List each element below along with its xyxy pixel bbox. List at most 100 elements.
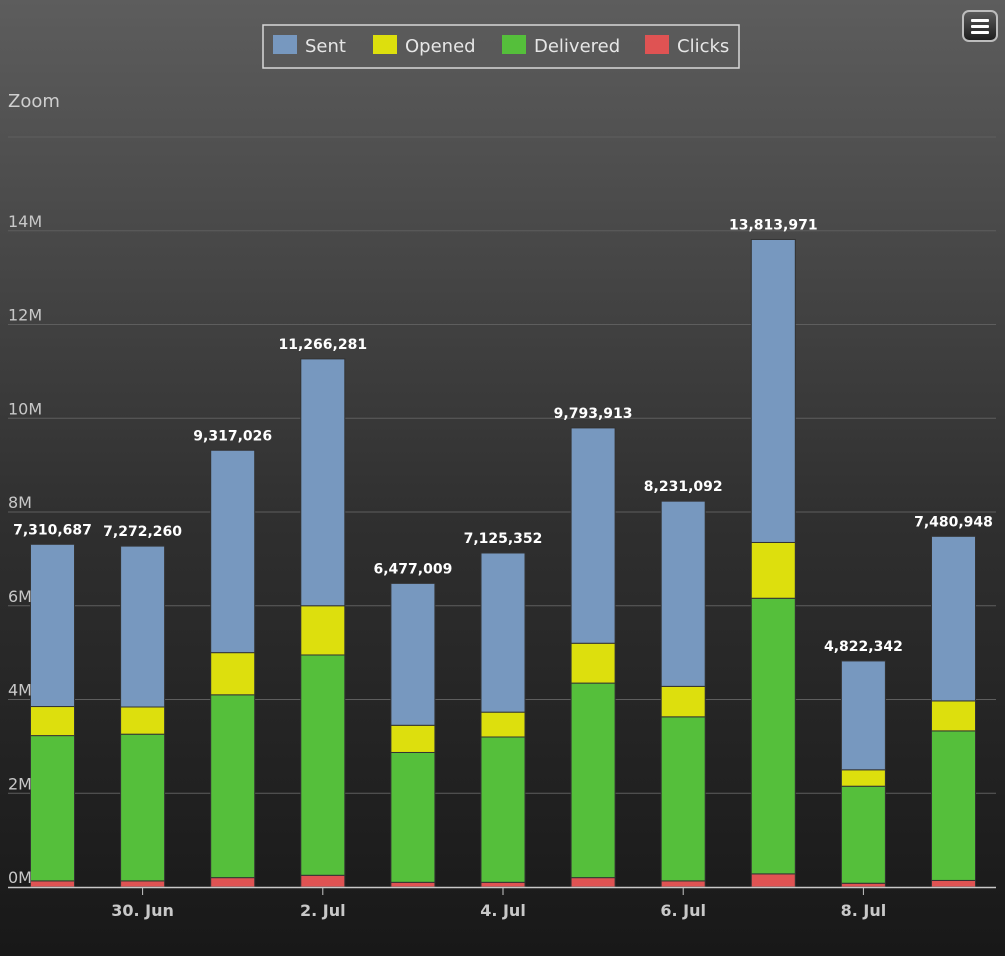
y-tick-label: 12M [8, 306, 42, 325]
y-tick-label: 10M [8, 399, 42, 418]
y-axis: 0M 2M 4M 6M 8M 10M 12M 14M [8, 212, 42, 887]
hamburger-menu-icon [971, 19, 989, 22]
bar-stack[interactable] [570, 427, 616, 888]
legend: Sent Opened Delivered Clicks [262, 24, 740, 69]
bar-sent[interactable] [931, 535, 976, 702]
legend-label: Opened [405, 36, 476, 57]
bar-opened[interactable] [660, 685, 706, 718]
y-tick-label: 2M [8, 774, 32, 793]
total-data-label: 7,480,948 [914, 514, 993, 530]
bar-clicks[interactable] [570, 877, 616, 888]
legend-label: Clicks [677, 36, 729, 57]
bar-sent[interactable] [300, 358, 346, 607]
total-data-label: 7,272,260 [103, 524, 182, 540]
bar-opened[interactable] [570, 642, 616, 684]
total-data-label: 11,266,281 [279, 337, 368, 353]
bar-series [30, 238, 976, 888]
legend-item-sent[interactable]: Sent [273, 35, 346, 57]
x-tick-label: 4. Jul [480, 901, 526, 920]
bar-clicks[interactable] [210, 877, 256, 888]
bar-delivered[interactable] [390, 751, 436, 883]
x-tick-label: 8. Jul [841, 901, 887, 920]
bar-clicks[interactable] [840, 882, 886, 888]
bar-clicks[interactable] [660, 880, 706, 888]
bar-stack[interactable] [480, 552, 526, 888]
bar-clicks[interactable] [390, 881, 436, 888]
total-data-label: 4,822,342 [824, 639, 903, 655]
context-menu-button[interactable] [962, 10, 998, 42]
x-tick-label: 6. Jul [660, 901, 706, 920]
total-data-label: 13,813,971 [729, 217, 818, 233]
bar-clicks[interactable] [300, 874, 346, 888]
bar-delivered[interactable] [30, 735, 75, 882]
bar-opened[interactable] [931, 700, 976, 732]
y-tick-label: 4M [8, 681, 32, 700]
bar-opened[interactable] [840, 769, 886, 787]
legend-item-clicks[interactable]: Clicks [645, 35, 729, 57]
hamburger-menu-icon-line [971, 31, 989, 34]
bar-sent[interactable] [480, 552, 526, 713]
total-data-label: 7,310,687 [13, 522, 92, 538]
zoom-label[interactable]: Zoom [8, 91, 60, 112]
y-tick-label: 8M [8, 493, 32, 512]
bar-sent[interactable] [840, 660, 886, 771]
legend-swatch [502, 35, 526, 54]
bar-clicks[interactable] [120, 880, 166, 888]
legend-swatch [645, 35, 669, 54]
legend-item-delivered[interactable]: Delivered [502, 35, 620, 57]
bar-sent[interactable] [660, 500, 706, 687]
bar-stack[interactable] [300, 358, 346, 888]
y-tick-label: 14M [8, 212, 42, 231]
bar-stack[interactable] [120, 545, 166, 888]
bar-stack[interactable] [390, 582, 436, 888]
legend-item-opened[interactable]: Opened [373, 35, 476, 57]
bar-stack[interactable] [750, 238, 796, 888]
bar-sent[interactable] [30, 543, 75, 708]
bar-delivered[interactable] [210, 694, 256, 879]
bar-delivered[interactable] [660, 716, 706, 882]
bar-opened[interactable] [120, 706, 166, 735]
bar-delivered[interactable] [750, 597, 796, 875]
legend-swatch [373, 35, 397, 54]
bar-delivered[interactable] [120, 733, 166, 882]
total-data-label: 8,231,092 [644, 479, 723, 495]
legend-label: Sent [305, 36, 346, 57]
bar-clicks[interactable] [750, 873, 796, 888]
bar-clicks[interactable] [30, 880, 75, 888]
bar-sent[interactable] [570, 427, 616, 644]
total-data-label: 6,477,009 [373, 561, 452, 577]
bar-stack[interactable] [30, 543, 75, 888]
total-data-label: 9,317,026 [193, 428, 272, 444]
bar-opened[interactable] [30, 706, 75, 737]
bar-delivered[interactable] [570, 682, 616, 879]
bar-opened[interactable] [750, 541, 796, 599]
bar-clicks[interactable] [931, 879, 976, 888]
bar-sent[interactable] [390, 582, 436, 726]
bar-sent[interactable] [210, 449, 256, 654]
bar-opened[interactable] [300, 605, 346, 656]
legend-label: Delivered [534, 36, 620, 57]
bar-stack[interactable] [840, 660, 886, 888]
x-tick-label: 2. Jul [300, 901, 346, 920]
bar-delivered[interactable] [480, 736, 526, 883]
y-tick-label: 6M [8, 587, 32, 606]
bar-opened[interactable] [480, 711, 526, 738]
data-labels: 7,310,687 7,272,260 9,317,026 11,266,281 6,4… [13, 217, 993, 654]
bar-stack[interactable] [210, 449, 256, 888]
bar-opened[interactable] [390, 724, 436, 753]
bar-stack[interactable] [660, 500, 706, 888]
x-axis: 30. Jun 2. Jul 4. Jul 6. Jul 8. Jul [8, 886, 996, 920]
bar-sent[interactable] [120, 545, 166, 708]
bar-delivered[interactable] [840, 785, 886, 884]
bar-delivered[interactable] [300, 654, 346, 876]
bar-clicks[interactable] [480, 881, 526, 888]
bar-delivered[interactable] [931, 730, 976, 881]
bar-opened[interactable] [210, 652, 256, 696]
total-data-label: 9,793,913 [554, 406, 633, 422]
bar-sent[interactable] [750, 238, 796, 543]
legend-swatch [273, 35, 297, 54]
bar-stack[interactable] [931, 535, 976, 888]
x-tick-label: 30. Jun [111, 901, 174, 920]
